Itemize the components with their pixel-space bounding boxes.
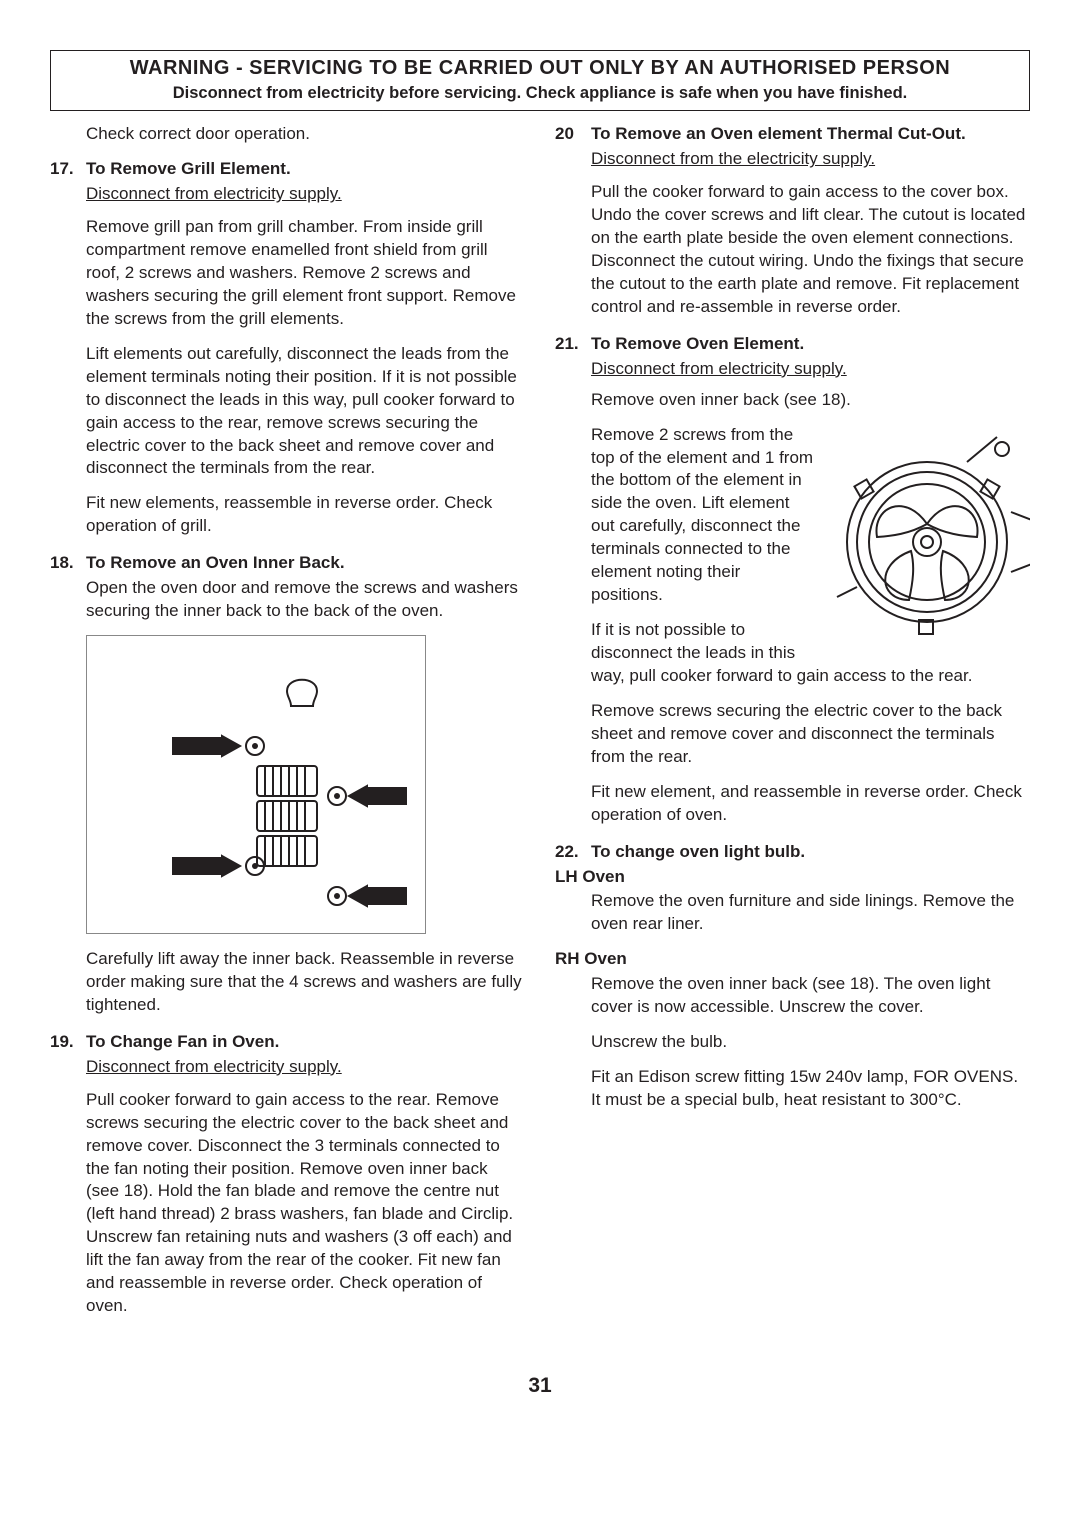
section-heading: To Remove an Oven element Thermal Cut-Ou… (591, 123, 966, 146)
columns: Check correct door operation. 17. To Rem… (50, 123, 1030, 1332)
section-heading: To Change Fan in Oven. (86, 1031, 279, 1054)
disconnect-note: Disconnect from electricity supply. (50, 183, 525, 206)
element-diagram-wrap: Remove 2 screws from the top of the elem… (555, 424, 1030, 700)
body-text: Fit new elements, reassemble in reverse … (50, 492, 525, 538)
section-number: 18. (50, 552, 78, 575)
oven-back-diagram (86, 635, 426, 934)
section-number: 20 (555, 123, 583, 146)
section-21: 21. To Remove Oven Element. Disconnect f… (555, 333, 1030, 827)
body-text: Fit new element, and reassemble in rever… (555, 781, 1030, 827)
rh-oven-label: RH Oven (555, 948, 1030, 971)
warning-subtitle: Disconnect from electricity before servi… (61, 82, 1019, 104)
lh-oven-label: LH Oven (555, 866, 1030, 889)
left-column: Check correct door operation. 17. To Rem… (50, 123, 525, 1332)
section-18: 18. To Remove an Oven Inner Back. Open t… (50, 552, 525, 1017)
body-text: Pull the cooker forward to gain access t… (555, 181, 1030, 319)
body-text: Lift elements out carefully, disconnect … (50, 343, 525, 481)
body-text: Remove the oven inner back (see 18). The… (555, 973, 1030, 1019)
body-text: Carefully lift away the inner back. Reas… (50, 948, 525, 1017)
disconnect-note: Disconnect from electricity supply. (50, 1056, 525, 1079)
section-number: 17. (50, 158, 78, 181)
section-19: 19. To Change Fan in Oven. Disconnect fr… (50, 1031, 525, 1318)
section-22: 22. To change oven light bulb. LH Oven R… (555, 841, 1030, 1112)
oven-element-diagram (825, 424, 1030, 644)
section-20: 20 To Remove an Oven element Thermal Cut… (555, 123, 1030, 319)
right-column: 20 To Remove an Oven element Thermal Cut… (555, 123, 1030, 1332)
body-text: Remove the oven furniture and side linin… (555, 890, 1030, 936)
body-text: Open the oven door and remove the screws… (50, 577, 525, 623)
page-number: 31 (50, 1372, 1030, 1400)
section-heading: To change oven light bulb. (591, 841, 805, 864)
disconnect-note: Disconnect from the electricity supply. (555, 148, 1030, 171)
section-heading: To Remove an Oven Inner Back. (86, 552, 345, 575)
intro-text: Check correct door operation. (50, 123, 525, 146)
warning-box: WARNING - SERVICING TO BE CARRIED OUT ON… (50, 50, 1030, 111)
body-text: Remove screws securing the electric cove… (555, 700, 1030, 769)
warning-title: WARNING - SERVICING TO BE CARRIED OUT ON… (61, 55, 1019, 82)
section-heading: To Remove Oven Element. (591, 333, 804, 356)
body-text: Pull cooker forward to gain access to th… (50, 1089, 525, 1318)
body-text: Remove grill pan from grill chamber. Fro… (50, 216, 525, 331)
disconnect-note: Disconnect from electricity supply. (555, 358, 1030, 381)
body-text: Fit an Edison screw fitting 15w 240v lam… (555, 1066, 1030, 1112)
section-number: 22. (555, 841, 583, 864)
section-number: 21. (555, 333, 583, 356)
body-text: Unscrew the bulb. (555, 1031, 1030, 1054)
section-heading: To Remove Grill Element. (86, 158, 291, 181)
section-number: 19. (50, 1031, 78, 1054)
section-17: 17. To Remove Grill Element. Disconnect … (50, 158, 525, 538)
body-text: Remove oven inner back (see 18). (555, 389, 1030, 412)
